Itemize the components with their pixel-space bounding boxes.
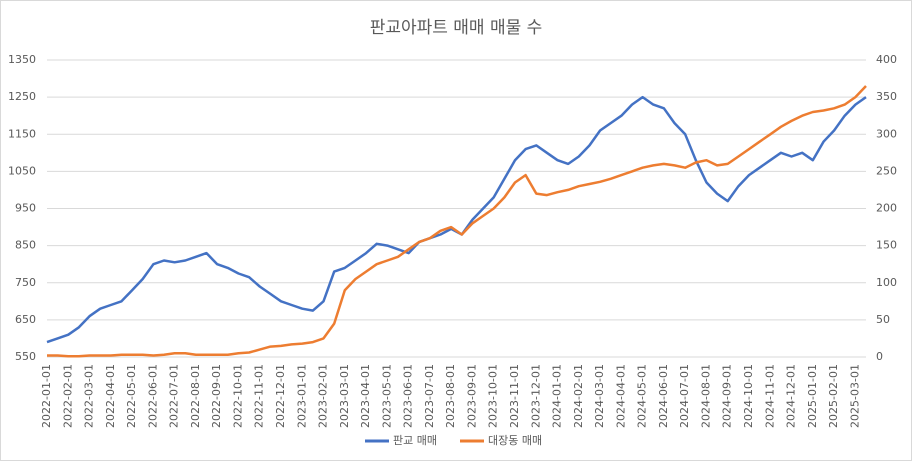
x-tick-label: 2023-01-01 [295, 364, 308, 428]
x-tick-label: 2023-10-01 [487, 364, 500, 428]
x-tick-label: 2023-05-01 [380, 364, 393, 428]
y2-tick-label: 100 [876, 276, 897, 289]
y2-tick-label: 400 [876, 53, 897, 66]
x-tick-label: 2023-03-01 [338, 364, 351, 428]
x-tick-label: 2022-02-01 [61, 364, 74, 428]
x-tick-label: 2022-07-01 [168, 364, 181, 428]
y2-tick-label: 50 [876, 313, 890, 326]
y-tick-label: 1250 [8, 90, 36, 103]
x-tick-label: 2024-07-01 [678, 364, 691, 428]
series-line [47, 85, 867, 358]
x-tick-label: 2023-08-01 [444, 364, 457, 428]
y2-tick-label: 200 [876, 202, 897, 215]
x-tick-label: 2023-02-01 [317, 364, 330, 428]
y-tick-label: 850 [15, 239, 36, 252]
x-tick-label: 2022-10-01 [231, 364, 244, 428]
x-tick-label: 2024-08-01 [699, 364, 712, 428]
y-tick-label: 950 [15, 202, 36, 215]
x-tick-label: 2022-08-01 [189, 364, 202, 428]
legend-label: 판교 매매 [393, 434, 437, 447]
x-tick-label: 2022-09-01 [210, 364, 223, 428]
x-tick-label: 2023-11-01 [508, 364, 521, 428]
x-tick-label: 2024-09-01 [721, 364, 734, 428]
x-tick-label: 2022-04-01 [104, 364, 117, 428]
y2-tick-label: 250 [876, 164, 897, 177]
x-tick-label: 2024-04-01 [614, 364, 627, 428]
x-tick-label: 2022-05-01 [125, 364, 138, 428]
chart-title: 판교아파트 매매 매물 수 [370, 18, 543, 38]
y-tick-label: 550 [15, 350, 36, 363]
x-tick-label: 2023-09-01 [465, 364, 478, 428]
y-tick-label: 1350 [8, 53, 36, 66]
legend-label: 대장동 매매 [488, 434, 542, 447]
y-tick-label: 1150 [8, 127, 36, 140]
x-tick-label: 2024-03-01 [593, 364, 606, 428]
x-tick-label: 2024-06-01 [657, 364, 670, 428]
x-tick-label: 2024-05-01 [636, 364, 649, 428]
x-tick-label: 2023-12-01 [529, 364, 542, 428]
x-tick-label: 2024-12-01 [785, 364, 798, 428]
x-tick-label: 2024-10-01 [742, 364, 755, 428]
y2-tick-label: 0 [876, 350, 883, 363]
x-tick-label: 2025-03-01 [848, 364, 861, 428]
x-tick-label: 2023-07-01 [423, 364, 436, 428]
x-tick-label: 2024-02-01 [572, 364, 585, 428]
x-tick-label: 2022-11-01 [253, 364, 266, 428]
y-tick-label: 650 [15, 313, 36, 326]
x-tick-label: 2024-11-01 [763, 364, 776, 428]
x-tick-label: 2023-06-01 [402, 364, 415, 428]
x-tick-label: 2023-04-01 [359, 364, 372, 428]
x-tick-label: 2025-01-01 [806, 364, 819, 428]
x-tick-label: 2025-02-01 [827, 364, 840, 428]
y-tick-label: 1050 [8, 164, 36, 177]
x-tick-label: 2022-06-01 [146, 364, 159, 428]
y2-tick-label: 150 [876, 239, 897, 252]
x-tick-label: 2022-12-01 [274, 364, 287, 428]
y-tick-label: 750 [15, 276, 36, 289]
y2-tick-label: 300 [876, 127, 897, 140]
x-tick-label: 2022-03-01 [83, 364, 96, 428]
y2-tick-label: 350 [876, 90, 897, 103]
x-tick-label: 2024-01-01 [551, 364, 564, 428]
x-tick-label: 2022-01-01 [40, 364, 53, 428]
